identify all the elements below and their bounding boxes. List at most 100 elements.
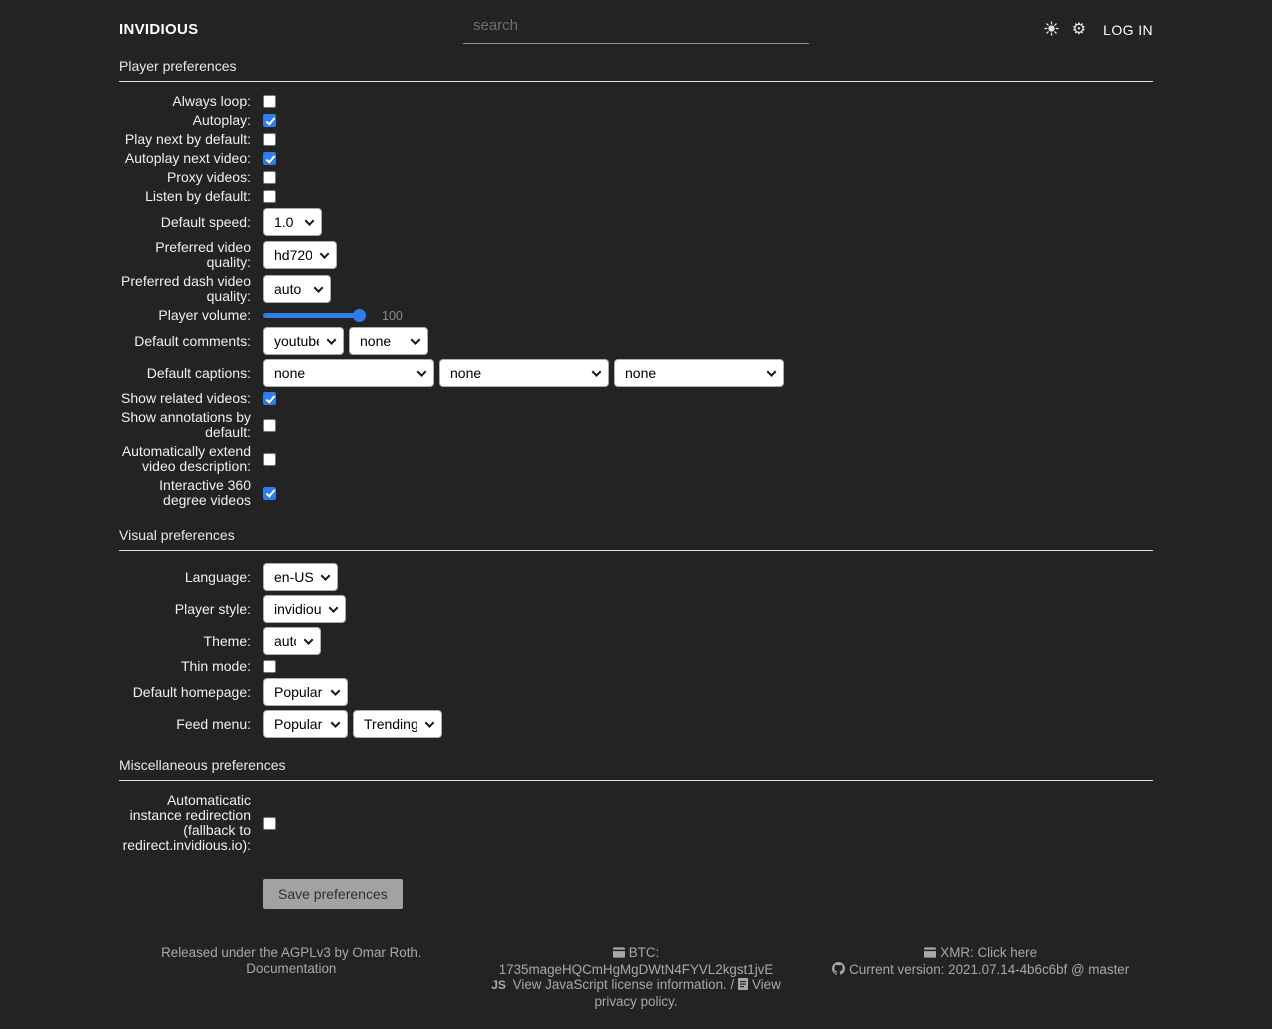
play-next-checkbox[interactable] [263, 133, 276, 146]
documentation-link[interactable]: Documentation [246, 960, 337, 976]
pref-row-extend-desc: Automatically extend video description: [119, 444, 1153, 474]
player-preferences-title: Player preferences [119, 58, 1153, 82]
autoplay-checkbox[interactable] [263, 114, 276, 127]
proxy-videos-checkbox[interactable] [263, 171, 276, 184]
always-loop-label: Always loop: [172, 93, 251, 109]
xmr-label: XMR: [940, 945, 974, 960]
wallet-icon [924, 946, 937, 962]
save-row: Save preferences [119, 879, 1153, 909]
video-quality-select[interactable]: hd720 [263, 241, 337, 269]
sun-icon [1044, 20, 1059, 39]
language-select[interactable]: en-US [263, 563, 338, 591]
autoplay-next-checkbox[interactable] [263, 152, 276, 165]
privacy-policy-icon [737, 978, 748, 994]
thin-mode-checkbox[interactable] [263, 660, 276, 673]
language-label: Language: [184, 568, 251, 585]
pref-row-theme: Theme: auto [119, 627, 1153, 655]
footer-right: XMR: Click here Current version: 2021.07… [808, 945, 1153, 1009]
play-next-label: Play next by default: [124, 131, 251, 147]
xmr-click-here-link[interactable]: Click here [977, 945, 1038, 960]
pref-row-language: Language: en-US [119, 563, 1153, 591]
pref-row-feed-menu: Feed menu: Popular Trending [119, 710, 1153, 738]
captions-3-select[interactable]: none [614, 359, 784, 387]
slider-track [263, 313, 364, 318]
related-videos-checkbox[interactable] [263, 392, 276, 405]
pref-row-comments: Default comments: youtube none [119, 327, 1153, 355]
pref-row-redirect: Automaticatic instance redirection (fall… [119, 793, 1153, 853]
visual-preferences-title: Visual preferences [119, 527, 1153, 551]
default-comments-label: Default comments: [134, 332, 251, 349]
always-loop-checkbox[interactable] [263, 95, 276, 108]
pref-row-listen: Listen by default: [119, 189, 1153, 204]
version-text: Current version: 2021.07.14-4b6c6bf @ ma… [849, 961, 1130, 977]
vr360-checkbox[interactable] [263, 486, 276, 500]
default-captions-label: Default captions: [146, 364, 251, 381]
visual-preferences-section: Language: en-US Player style: invidious … [119, 563, 1153, 738]
pref-row-annotations: Show annotations by default: [119, 410, 1153, 440]
autoplay-next-label: Autoplay next video: [124, 150, 251, 166]
dash-quality-label: Preferred dash video quality: [121, 273, 251, 304]
footer-left: Released under the AGPLv3 by Omar Roth. … [119, 945, 464, 1009]
autoplay-label: Autoplay: [192, 112, 251, 128]
theme-select[interactable]: auto [263, 627, 321, 655]
annotations-checkbox[interactable] [263, 418, 276, 432]
invidious-logo[interactable]: INVIDIOUS [119, 21, 199, 38]
extend-description-checkbox[interactable] [263, 452, 276, 466]
pref-row-vr360: Interactive 360 degree videos [119, 478, 1153, 508]
pref-row-autoplay-next: Autoplay next video: [119, 151, 1153, 166]
javascript-icon: JS [491, 978, 506, 992]
theme-toggle-button[interactable] [1044, 20, 1059, 39]
auto-redirect-label: Automaticatic instance redirection (fall… [122, 792, 251, 853]
gear-icon: ⚙︎ [1071, 20, 1087, 38]
default-homepage-label: Default homepage: [132, 683, 251, 700]
pref-row-quality: Preferred video quality: hd720 [119, 240, 1153, 270]
slider-thumb[interactable] [353, 309, 366, 322]
pref-row-volume: Player volume: 100 [119, 308, 1153, 323]
pref-row-speed: Default speed: 1.0 [119, 208, 1153, 236]
wallet-icon [612, 946, 625, 962]
comments-source-2-select[interactable]: none [349, 327, 428, 355]
login-link[interactable]: LOG IN [1103, 21, 1153, 38]
pref-row-thin-mode: Thin mode: [119, 659, 1153, 674]
misc-preferences-title: Miscellaneous preferences [119, 757, 1153, 781]
extend-description-label: Automatically extend video description: [121, 443, 251, 474]
misc-preferences-section: Automaticatic instance redirection (fall… [119, 793, 1153, 853]
listen-default-checkbox[interactable] [263, 190, 276, 203]
js-license-link[interactable]: View JavaScript license information. [512, 977, 727, 992]
save-preferences-button[interactable]: Save preferences [263, 879, 403, 909]
video-quality-label: Preferred video quality: [155, 239, 251, 270]
feed-menu-2-select[interactable]: Trending [353, 710, 442, 738]
footer-middle: BTC: 1735mageHQCmHgMgDWtN4FYVL2kgst1jvE … [464, 945, 809, 1009]
listen-default-label: Listen by default: [145, 188, 251, 204]
pref-row-captions: Default captions: none none none [119, 359, 1153, 387]
page-container: INVIDIOUS [119, 0, 1153, 1029]
related-videos-label: Show related videos: [121, 390, 251, 406]
auto-redirect-checkbox[interactable] [263, 816, 276, 830]
preferences-button[interactable]: ⚙︎ [1071, 20, 1087, 38]
pref-row-player-style: Player style: invidious [119, 595, 1153, 623]
player-style-label: Player style: [174, 600, 251, 617]
search-input[interactable] [463, 15, 809, 44]
player-style-select[interactable]: invidious [263, 595, 346, 623]
github-icon [832, 961, 846, 979]
pref-row-autoplay: Autoplay: [119, 113, 1153, 128]
footer-separator: / [730, 977, 735, 992]
player-volume-label: Player volume: [158, 307, 251, 323]
player-volume-slider[interactable] [263, 309, 366, 322]
default-speed-select[interactable]: 1.0 [263, 208, 322, 236]
feed-menu-1-select[interactable]: Popular [263, 710, 348, 738]
pref-row-play-next: Play next by default: [119, 132, 1153, 147]
default-homepage-select[interactable]: Popular [263, 678, 348, 706]
player-preferences-section: Always loop: Autoplay: Play next by defa… [119, 94, 1153, 508]
page-footer: Released under the AGPLv3 by Omar Roth. … [119, 945, 1153, 1029]
privacy-policy-link[interactable]: View privacy policy. [594, 977, 781, 1009]
comments-source-1-select[interactable]: youtube [263, 327, 344, 355]
pref-row-related: Show related videos: [119, 391, 1153, 406]
default-speed-label: Default speed: [160, 213, 251, 230]
dash-quality-select[interactable]: auto [263, 275, 331, 303]
player-volume-value: 100 [382, 308, 403, 323]
captions-2-select[interactable]: none [439, 359, 609, 387]
captions-1-select[interactable]: none [263, 359, 434, 387]
pref-row-proxy: Proxy videos: [119, 170, 1153, 185]
search-box [463, 15, 809, 44]
